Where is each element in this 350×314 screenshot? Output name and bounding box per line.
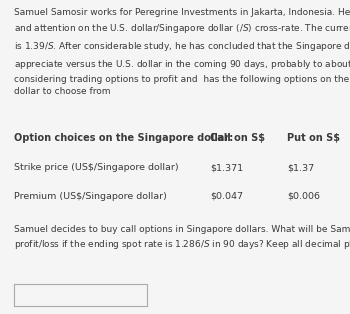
Text: $0.047: $0.047 [210,192,243,201]
Text: $1.37: $1.37 [287,163,314,172]
Text: Premium (US$/Singapore dollar): Premium (US$/Singapore dollar) [14,192,167,201]
Text: Samuel Samosir works for Peregrine Investments in Jakarta, Indonesia. He focuses: Samuel Samosir works for Peregrine Inves… [14,8,350,96]
Text: Put on S$: Put on S$ [287,133,340,143]
Text: Samuel decides to buy call options in Singapore dollars. What will be Samuel’s
p: Samuel decides to buy call options in Si… [14,225,350,252]
Text: $1.371: $1.371 [210,163,243,172]
Text: Option choices on the Singapore dollar:: Option choices on the Singapore dollar: [14,133,233,143]
Text: Strike price (US$/Singapore dollar): Strike price (US$/Singapore dollar) [14,163,178,172]
Text: $0.006: $0.006 [287,192,320,201]
Text: Call on S$: Call on S$ [210,133,265,143]
